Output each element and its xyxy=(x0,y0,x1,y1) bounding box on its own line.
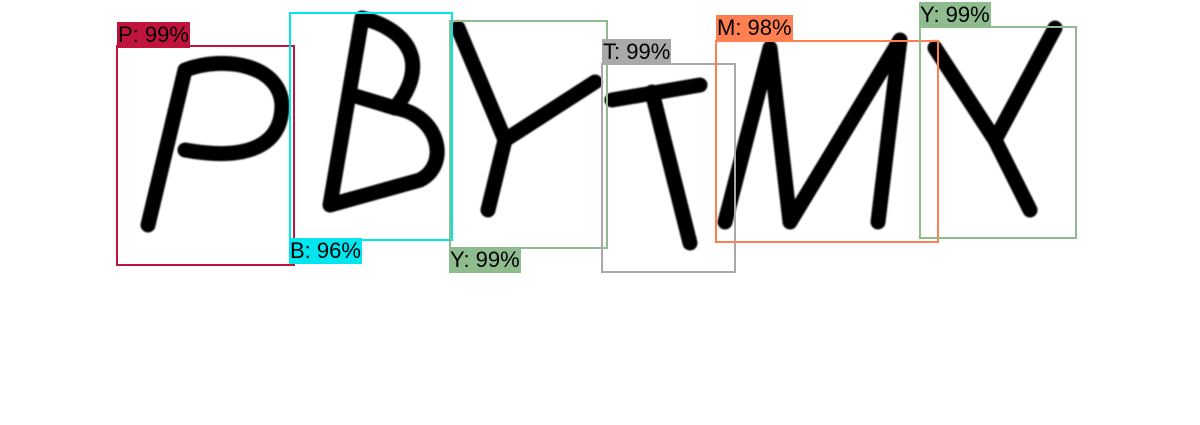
bbox-p xyxy=(116,45,295,266)
detection-label-m: M: 98% xyxy=(716,15,793,41)
detection-label-b: B: 96% xyxy=(289,238,362,264)
bbox-b xyxy=(289,12,453,241)
bbox-y-second xyxy=(919,26,1077,239)
glyph-b xyxy=(322,10,445,213)
bbox-m xyxy=(715,40,939,243)
detection-label-t: T: 99% xyxy=(602,39,672,65)
detection-label-p: P: 99% xyxy=(117,22,190,48)
glyph-t xyxy=(604,77,708,251)
glyph-p xyxy=(140,56,290,233)
glyph-m xyxy=(717,32,908,230)
bbox-y-first xyxy=(449,20,608,249)
glyph-y-first xyxy=(450,20,603,218)
glyph-y-second xyxy=(927,20,1063,218)
detection-label-y-first: Y: 99% xyxy=(449,247,521,273)
detection-label-y-second: Y: 99% xyxy=(919,2,991,28)
